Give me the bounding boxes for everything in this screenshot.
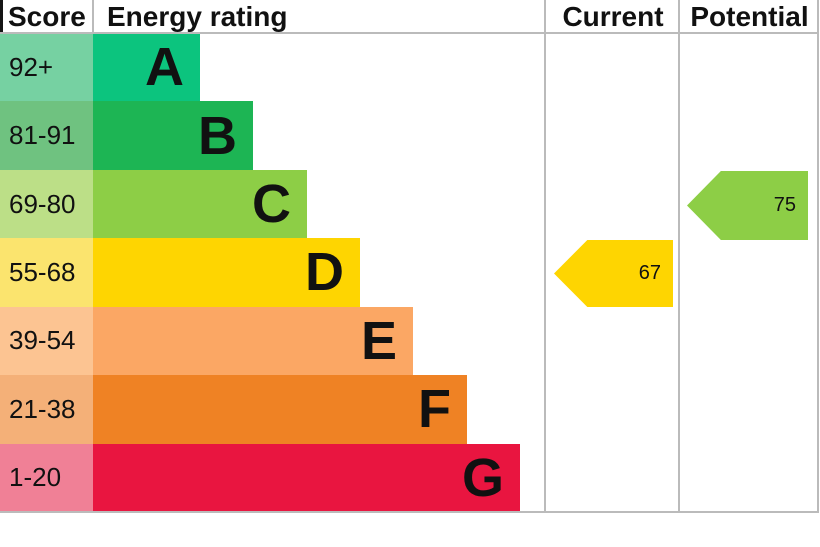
potential-rating-arrow: 75 <box>687 171 808 240</box>
score-range: 1-20 <box>0 443 93 512</box>
bottom-border <box>0 511 819 513</box>
band-row-b: 81-91 B <box>0 101 546 170</box>
band-row-g: 1-20 G <box>0 443 546 512</box>
score-range: 39-54 <box>0 306 93 376</box>
header-current: Current <box>562 0 664 32</box>
header-energy-rating: Energy rating <box>107 0 288 32</box>
band-row-d: 55-68 D <box>0 238 546 307</box>
rating-bar-e: E <box>93 306 413 376</box>
grade-letter: A <box>145 37 184 98</box>
rating-bar-g: G <box>93 443 520 512</box>
current-rating-arrow: 67 <box>554 240 673 307</box>
grade-letter: B <box>198 105 237 166</box>
rating-bar-b: B <box>93 101 253 170</box>
header-row: Score Energy rating Current Potential <box>0 0 820 33</box>
header-potential: Potential <box>690 0 809 32</box>
score-range: 92+ <box>0 33 93 102</box>
right-border <box>817 0 819 513</box>
potential-column-divider <box>678 0 680 513</box>
header-left-border <box>0 0 3 33</box>
rating-bands: 92+ A 81-91 B 69-80 C 55-68 D 39-54 <box>0 33 546 512</box>
rating-bar-f: F <box>93 375 467 444</box>
grade-letter: F <box>418 379 451 440</box>
current-rating-value: 67 <box>638 262 661 284</box>
band-row-e: 39-54 E <box>0 306 546 376</box>
band-row-c: 69-80 C <box>0 169 546 239</box>
band-row-f: 21-38 F <box>0 375 546 444</box>
grade-letter: E <box>360 310 397 371</box>
score-range: 55-68 <box>0 238 93 307</box>
grade-letter: D <box>305 242 344 303</box>
score-range: 21-38 <box>0 375 93 444</box>
header-score: Score <box>8 0 86 32</box>
potential-rating-value: 75 <box>773 194 796 216</box>
score-range: 81-91 <box>0 101 93 170</box>
grade-letter: G <box>461 447 504 508</box>
band-row-a: 92+ A <box>0 33 546 102</box>
header-bottom-border <box>0 32 819 34</box>
rating-bar-a: A <box>93 33 200 102</box>
current-column-divider <box>544 0 546 513</box>
rating-bar-d: D <box>93 238 360 307</box>
rating-bar-c: C <box>93 169 307 239</box>
grade-letter: C <box>252 174 291 235</box>
score-header-divider <box>92 0 94 32</box>
score-range: 69-80 <box>0 169 93 239</box>
